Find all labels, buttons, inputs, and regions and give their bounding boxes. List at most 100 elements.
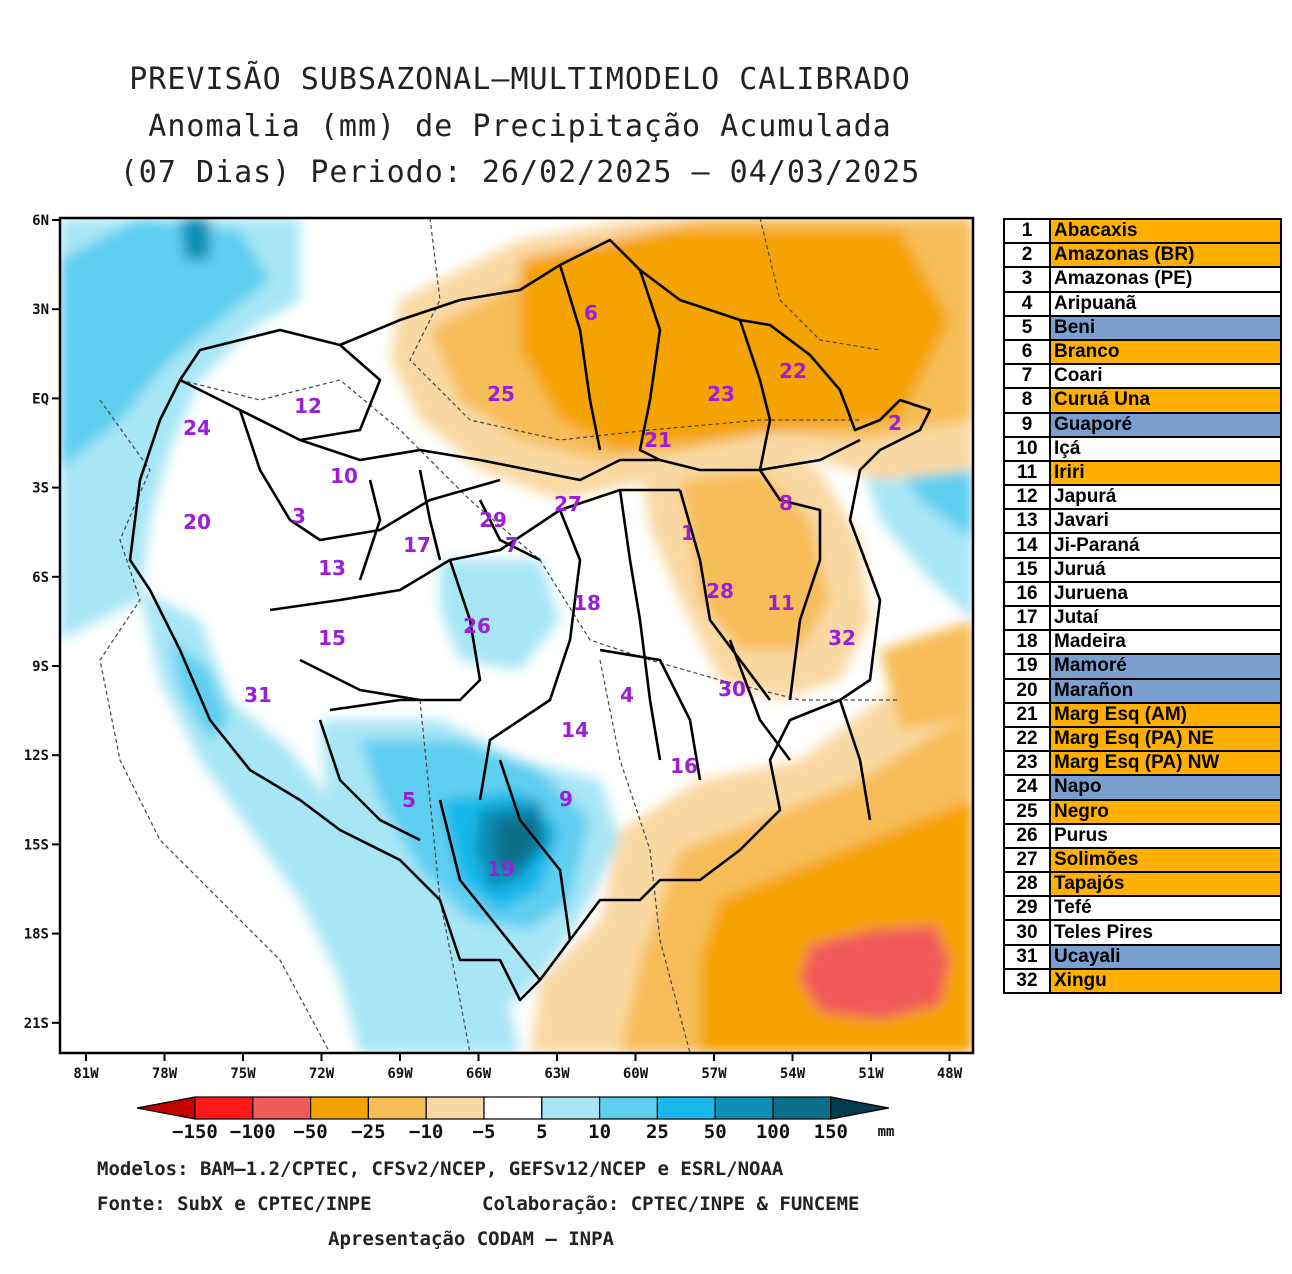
legend-row: 12 Japurá bbox=[1003, 484, 1282, 511]
legend-basin-name: Juruena bbox=[1049, 580, 1282, 608]
basin-label-13: 13 bbox=[318, 556, 346, 580]
lat-tick-label: 15S bbox=[24, 837, 49, 853]
legend-basin-name: Amazonas (PE) bbox=[1049, 266, 1282, 293]
colorbar-unit: mm bbox=[878, 1124, 895, 1140]
legend-basin-number: 23 bbox=[1003, 750, 1051, 777]
colorbar-swatch bbox=[541, 1096, 601, 1120]
legend-basin-name: Iriri bbox=[1049, 459, 1282, 487]
legend-row: 25 Negro bbox=[1003, 798, 1282, 825]
lon-tick-label: 57W bbox=[701, 1066, 727, 1082]
legend-basin-number: 17 bbox=[1003, 604, 1051, 632]
colorbar-swatch bbox=[310, 1096, 370, 1120]
legend-row: 16 Juruena bbox=[1003, 580, 1282, 608]
legend-basin-number: 8 bbox=[1003, 387, 1051, 414]
legend-row: 18 Madeira bbox=[1003, 629, 1282, 656]
basin-label-6: 6 bbox=[584, 301, 598, 325]
legend-basin-name: Juruá bbox=[1049, 556, 1282, 583]
source-credit: Fonte: SubX e CPTEC/INPE bbox=[97, 1193, 372, 1215]
anomaly-field bbox=[60, 218, 973, 1053]
colorbar-swatch bbox=[367, 1096, 427, 1120]
basin-label-2: 2 bbox=[888, 411, 902, 435]
legend-row: 14 Ji-Paraná bbox=[1003, 532, 1282, 559]
basin-label-11: 11 bbox=[767, 591, 795, 615]
basin-label-26: 26 bbox=[463, 614, 491, 638]
legend-basin-name: Içá bbox=[1049, 435, 1282, 462]
legend-basin-number: 32 bbox=[1003, 967, 1051, 995]
legend-basin-number: 13 bbox=[1003, 508, 1051, 535]
legend-basin-name: Japurá bbox=[1049, 484, 1282, 511]
legend-row: 7 Coari bbox=[1003, 363, 1282, 390]
legend-row: 22 Marg Esq (PA) NE bbox=[1003, 725, 1282, 753]
legend-row: 3 Amazonas (PE) bbox=[1003, 266, 1282, 293]
basin-label-22: 22 bbox=[779, 359, 807, 383]
legend-basin-number: 16 bbox=[1003, 580, 1051, 608]
colorbar-tick-label: 100 bbox=[756, 1121, 790, 1143]
basin-boundaries bbox=[128, 238, 932, 1002]
longitude-axis: 81W 78W 75W 72W 69W 66W 63W 60W 57W 54W 51W 48W bbox=[73, 1053, 963, 1082]
legend-basin-number: 30 bbox=[1003, 919, 1051, 946]
legend-row: 8 Curuá Una bbox=[1003, 387, 1282, 414]
basin-label-32: 32 bbox=[828, 626, 856, 650]
colorbar-swatch bbox=[425, 1096, 485, 1120]
colorbar-swatch bbox=[656, 1096, 716, 1120]
legend-basin-number: 1 bbox=[1003, 217, 1051, 245]
legend-row: 11 Iriri bbox=[1003, 459, 1282, 487]
legend-basin-name: Tefé bbox=[1049, 895, 1282, 922]
lat-tick-label: 6N bbox=[32, 213, 49, 229]
legend-row: 28 Tapajós bbox=[1003, 871, 1282, 898]
legend-basin-name: Guaporé bbox=[1049, 411, 1282, 438]
lon-tick-label: 48W bbox=[937, 1066, 963, 1082]
basin-label-24: 24 bbox=[183, 416, 211, 440]
legend-basin-number: 5 bbox=[1003, 314, 1051, 341]
lon-tick-label: 81W bbox=[73, 1066, 99, 1082]
lon-tick-label: 75W bbox=[230, 1066, 256, 1082]
lon-tick-label: 54W bbox=[780, 1066, 806, 1082]
legend-row: 21 Marg Esq (AM) bbox=[1003, 701, 1282, 728]
lat-tick-label: EQ bbox=[32, 391, 49, 407]
legend-basin-number: 27 bbox=[1003, 846, 1051, 874]
legend-basin-name: Ucayali bbox=[1049, 943, 1282, 970]
legend-row: 19 Mamoré bbox=[1003, 653, 1282, 680]
legend-basin-number: 2 bbox=[1003, 242, 1051, 269]
basin-label-23: 23 bbox=[707, 382, 735, 406]
colorbar-tick-label: −50 bbox=[293, 1121, 327, 1143]
lon-tick-label: 78W bbox=[152, 1066, 178, 1082]
legend-basin-name: Marg Esq (AM) bbox=[1049, 701, 1282, 728]
basin-label-16: 16 bbox=[670, 754, 698, 778]
legend-basin-number: 20 bbox=[1003, 677, 1051, 704]
legend-basin-name: Mamoré bbox=[1049, 653, 1282, 680]
map-subtitle: Anomalia (mm) de Precipitação Acumulada bbox=[148, 109, 892, 144]
colorbar: −150 −100 −50 −25 −10 −5 5 10 25 50 100 150 mm bbox=[136, 1096, 895, 1143]
forecast-period: (07 Dias) Periodo: 26/02/2025 – 04/03/20… bbox=[119, 155, 921, 190]
colorbar-swatch bbox=[714, 1096, 774, 1120]
basin-label-31: 31 bbox=[244, 683, 272, 707]
basin-number-labels: 1234567891011121314151617181920212223242… bbox=[183, 301, 902, 881]
legend-row: 6 Branco bbox=[1003, 338, 1282, 366]
legend-row: 31 Ucayali bbox=[1003, 943, 1282, 970]
legend-basin-number: 12 bbox=[1003, 484, 1051, 511]
legend-basin-number: 22 bbox=[1003, 725, 1051, 753]
legend-basin-name: Aripuanã bbox=[1049, 290, 1282, 317]
basin-legend-table: 1 Abacaxis 2 Amazonas (BR) 3 Amazonas (PE) 4 Ar… bbox=[1003, 217, 1282, 995]
legend-basin-number: 31 bbox=[1003, 943, 1051, 970]
legend-basin-name: Negro bbox=[1049, 798, 1282, 825]
colorbar-tick-label: −25 bbox=[351, 1121, 385, 1143]
basin-label-15: 15 bbox=[318, 626, 346, 650]
legend-basin-name: Marañon bbox=[1049, 677, 1282, 704]
lat-tick-label: 18S bbox=[24, 927, 49, 943]
legend-basin-name: Napo bbox=[1049, 774, 1282, 801]
legend-row: 27 Solimões bbox=[1003, 846, 1282, 874]
legend-row: 24 Napo bbox=[1003, 774, 1282, 801]
legend-basin-number: 21 bbox=[1003, 701, 1051, 728]
legend-row: 13 Javari bbox=[1003, 508, 1282, 535]
basin-label-30: 30 bbox=[718, 677, 746, 701]
models-credit: Modelos: BAM–1.2/CPTEC, CFSv2/NCEP, GEFS… bbox=[97, 1158, 784, 1180]
basin-label-18: 18 bbox=[573, 591, 601, 615]
legend-basin-number: 11 bbox=[1003, 459, 1051, 487]
basin-label-7: 7 bbox=[505, 533, 519, 557]
legend-basin-name: Marg Esq (PA) NE bbox=[1049, 725, 1282, 753]
basin-label-28: 28 bbox=[706, 579, 734, 603]
lat-tick-label: 6S bbox=[32, 570, 49, 586]
legend-basin-name: Coari bbox=[1049, 363, 1282, 390]
